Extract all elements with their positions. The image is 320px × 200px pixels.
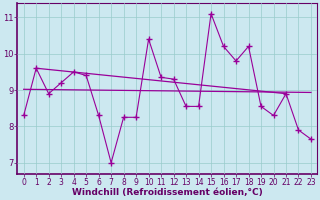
- X-axis label: Windchill (Refroidissement éolien,°C): Windchill (Refroidissement éolien,°C): [72, 188, 263, 197]
